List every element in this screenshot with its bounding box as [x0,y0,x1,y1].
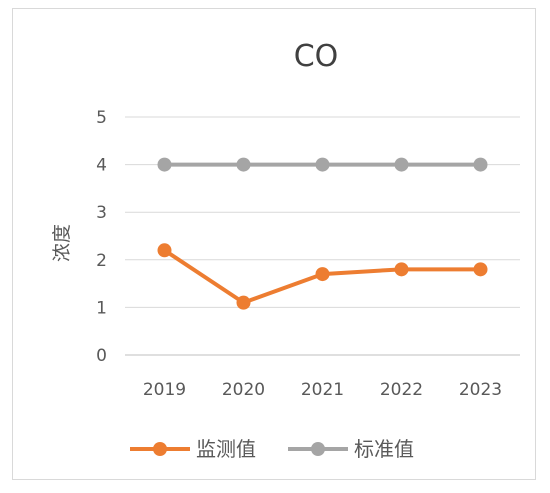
legend-label: 监测值 [196,437,256,461]
x-tick-label: 2023 [459,380,502,400]
x-tick-label: 2020 [222,380,265,400]
y-tick-label: 4 [96,156,107,176]
data-point [236,295,251,310]
x-tick-label: 2022 [380,380,423,400]
y-tick-label: 0 [96,346,107,366]
chart-frame [12,8,536,480]
legend-marker [153,442,167,456]
legend-label: 标准值 [354,437,414,461]
y-tick-labels: 0 1 2 3 4 5 [96,108,107,366]
legend: 监测值 标准值 [130,437,414,461]
x-tick-label: 2021 [301,380,344,400]
chart-title: CO [294,39,339,74]
data-point [157,243,172,258]
legend-marker [311,442,325,456]
gridlines [125,116,520,356]
y-axis-label: 浓度 [51,224,73,262]
y-tick-label: 3 [96,203,107,223]
x-tick-labels: 2019 2020 2021 2022 2023 [143,380,502,400]
data-point [473,262,488,277]
x-tick-label: 2019 [143,380,186,400]
series-standard [157,157,488,172]
data-point [315,267,330,282]
data-point [315,157,330,172]
y-tick-label: 5 [96,108,107,128]
data-point [394,262,409,277]
series-layer [157,157,488,310]
y-tick-label: 2 [96,251,107,271]
data-point [473,157,488,172]
data-point [157,157,172,172]
y-tick-label: 1 [96,298,107,318]
data-point [236,157,251,172]
legend-item: 标准值 [288,437,414,461]
legend-item: 监测值 [130,437,256,461]
series-monitored [157,243,488,310]
data-point [394,157,409,172]
